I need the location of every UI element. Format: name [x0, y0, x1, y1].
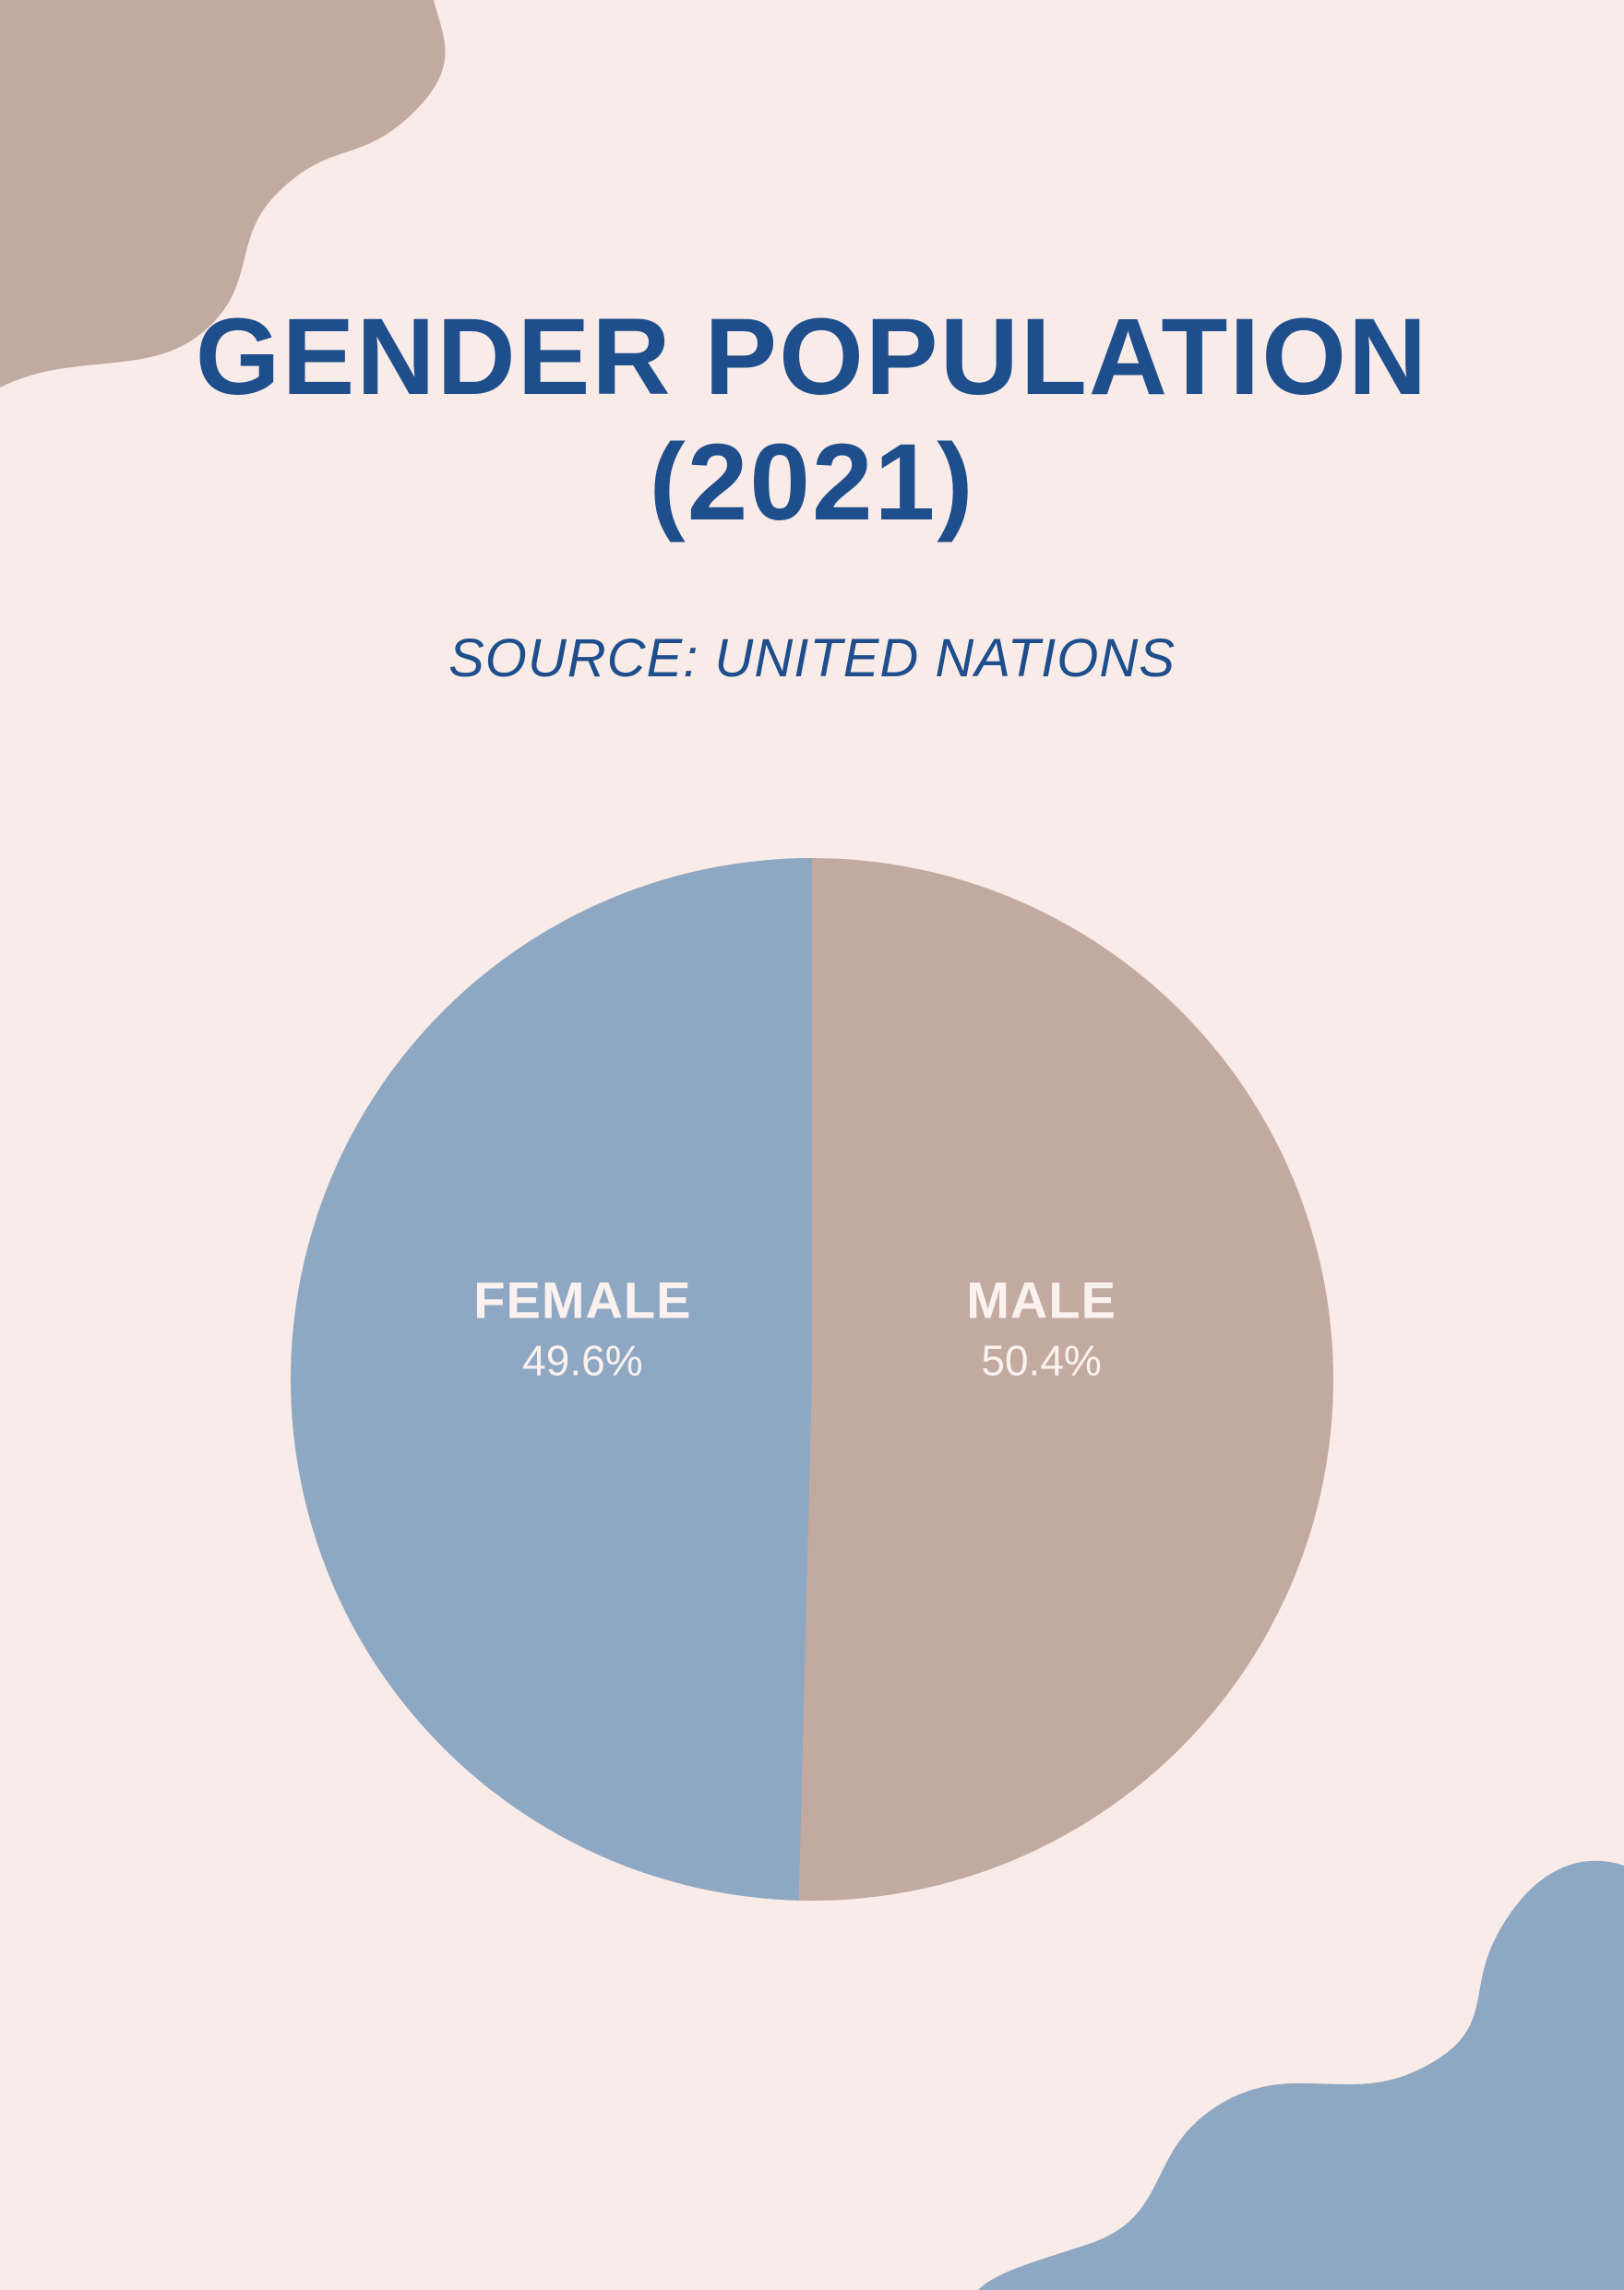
slice-pct-female: 49.6% — [473, 1335, 691, 1385]
chart-subtitle: SOURCE: UNITED NATIONS — [0, 627, 1624, 689]
slice-name-female: FEMALE — [473, 1270, 691, 1330]
pie-circle — [291, 858, 1333, 1901]
chart-title: GENDER POPULATION (2021) — [0, 295, 1624, 545]
title-line-2: (2021) — [649, 422, 974, 543]
pie-chart: FEMALE49.6% MALE50.4% — [291, 858, 1333, 1901]
infographic-canvas: GENDER POPULATION (2021) SOURCE: UNITED … — [0, 0, 1624, 2290]
slice-name-male: MALE — [966, 1270, 1116, 1330]
title-line-1: GENDER POPULATION — [196, 296, 1428, 418]
pie-slice-label-male: MALE50.4% — [966, 1270, 1116, 1385]
slice-pct-male: 50.4% — [966, 1335, 1116, 1385]
pie-slice-label-female: FEMALE49.6% — [473, 1270, 691, 1385]
blob-path-br — [978, 1861, 1624, 2290]
